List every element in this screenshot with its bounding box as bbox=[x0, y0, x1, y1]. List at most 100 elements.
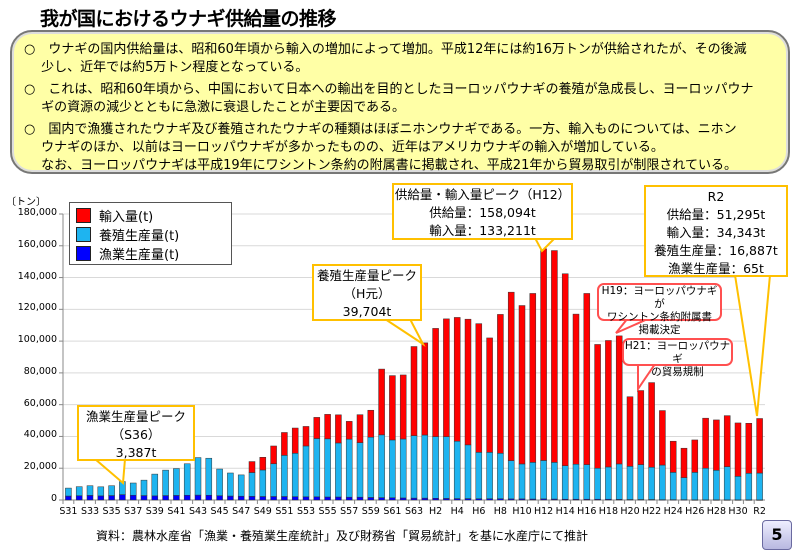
bar-aquaculture bbox=[648, 467, 655, 500]
callout-text: （H元） bbox=[343, 286, 391, 301]
callout-text: 漁業生産量：65t bbox=[668, 261, 764, 276]
bar-imports bbox=[497, 314, 504, 454]
callout-text: （S36） bbox=[111, 427, 161, 442]
page-number: 5 bbox=[762, 520, 792, 550]
bar-aquaculture bbox=[713, 470, 720, 501]
bar-aquaculture bbox=[356, 442, 364, 498]
x-tick-label: R2 bbox=[753, 506, 766, 517]
x-tick-label: S53 bbox=[296, 506, 316, 517]
bar-fishery bbox=[205, 494, 213, 501]
bar-fishery bbox=[313, 496, 321, 501]
bar-aquaculture bbox=[605, 466, 612, 500]
x-tick-label: S51 bbox=[275, 506, 294, 517]
summary-line: なお、ヨーロッパウナギは平成19年にワシントン条約の附属書に掲載され、平成21年… bbox=[24, 158, 737, 173]
bar-aquaculture bbox=[313, 438, 321, 498]
bar-aquaculture bbox=[86, 485, 94, 496]
bar-fishery bbox=[86, 495, 94, 501]
callout-text: 養殖生産量：16,887t bbox=[654, 243, 778, 258]
bar-fishery bbox=[399, 497, 407, 501]
bar-aquaculture bbox=[594, 467, 601, 500]
bar-fishery bbox=[162, 495, 169, 501]
bar-aquaculture bbox=[335, 442, 342, 498]
callout-pointer bbox=[381, 318, 426, 347]
callout-aquaculture-peak: 養殖生産量ピーク （H元） 39,704t bbox=[312, 264, 422, 321]
callout-supply-peak: 供給量・輸入量ピーク（H12） 供給量：158,094t 輸入量：133,211… bbox=[392, 183, 573, 240]
bar-imports bbox=[659, 410, 666, 466]
bar-fishery bbox=[432, 498, 439, 501]
bar-aquaculture bbox=[421, 434, 429, 499]
callout-text: H21：ヨーロッパウナギ bbox=[624, 340, 731, 365]
callout-text: 供給量：51,295t bbox=[666, 207, 766, 222]
bar-fishery bbox=[281, 496, 288, 501]
bar-fishery bbox=[227, 495, 234, 501]
callout-pointer bbox=[92, 458, 127, 486]
bar-aquaculture bbox=[529, 462, 537, 500]
legend-label: 輸入量(t) bbox=[99, 210, 154, 225]
bar-aquaculture bbox=[162, 469, 169, 496]
bar-fishery bbox=[194, 494, 202, 501]
x-tick-label: S61 bbox=[383, 506, 402, 517]
bar-fishery bbox=[248, 496, 256, 501]
bar-aquaculture bbox=[151, 473, 159, 497]
bar-aquaculture bbox=[302, 445, 310, 498]
summary-line: ウナギのほか、以前はヨーロッパウナギが多かったものの、近年はアメリカウナギの輸入… bbox=[24, 140, 664, 155]
bar-fishery bbox=[108, 495, 115, 501]
bar-aquaculture bbox=[443, 436, 450, 499]
bar-imports bbox=[335, 414, 342, 444]
bar-aquaculture bbox=[173, 468, 180, 496]
bar-aquaculture bbox=[399, 438, 407, 499]
bar-fishery bbox=[378, 497, 385, 501]
bar-imports bbox=[561, 273, 569, 466]
bar-imports bbox=[486, 337, 493, 453]
y-tick-label: 0 bbox=[50, 493, 57, 504]
bar-imports bbox=[713, 419, 720, 471]
bar-aquaculture bbox=[734, 476, 742, 501]
x-tick-label: S33 bbox=[80, 506, 100, 517]
bar-imports bbox=[302, 426, 310, 447]
x-tick-label: S43 bbox=[188, 506, 208, 517]
bar-aquaculture bbox=[507, 460, 515, 500]
bar-imports bbox=[756, 418, 763, 474]
bar-aquaculture bbox=[518, 463, 526, 500]
bar-aquaculture bbox=[270, 463, 277, 497]
bar-imports bbox=[691, 439, 699, 473]
callout-text: 39,704t bbox=[342, 304, 392, 319]
bar-imports bbox=[378, 368, 385, 436]
bar-imports bbox=[572, 313, 580, 465]
legend-item-fishery: 漁業生産量(t) bbox=[76, 244, 179, 263]
callout-r2: R2 供給量：51,295t 輸入量：34,343t 養殖生産量：16,887t… bbox=[644, 185, 788, 277]
x-tick-label: S37 bbox=[124, 506, 143, 517]
y-tick-label: 20,000 bbox=[23, 461, 57, 473]
callout-text: 養殖生産量ピーク bbox=[316, 268, 417, 283]
x-tick-label: S45 bbox=[210, 506, 229, 517]
bar-aquaculture bbox=[291, 453, 299, 497]
bar-imports bbox=[421, 342, 429, 436]
legend-item-aquaculture: 養殖生産量(t) bbox=[76, 225, 179, 244]
bar-fishery bbox=[389, 497, 396, 501]
bar-aquaculture bbox=[97, 486, 105, 497]
bar-fishery bbox=[324, 496, 331, 501]
bar-aquaculture bbox=[75, 486, 83, 496]
bar-aquaculture bbox=[237, 474, 245, 497]
bar-aquaculture bbox=[324, 438, 331, 498]
bar-imports bbox=[540, 248, 547, 461]
bar-aquaculture bbox=[259, 469, 267, 497]
summary-line: 少し、近年では約5万トン程度となっている。 bbox=[24, 60, 309, 75]
bar-imports bbox=[367, 409, 375, 438]
bar-aquaculture bbox=[108, 485, 115, 496]
bar-aquaculture bbox=[389, 439, 396, 499]
x-tick-label: S31 bbox=[59, 506, 78, 517]
bar-aquaculture bbox=[453, 440, 461, 499]
bar-fishery bbox=[367, 497, 375, 501]
bar-fishery bbox=[65, 495, 72, 501]
bar-imports bbox=[389, 375, 396, 441]
bar-imports bbox=[594, 344, 601, 469]
bar-aquaculture bbox=[183, 463, 191, 496]
y-axis-unit: 〔トン〕 bbox=[6, 197, 46, 208]
bar-aquaculture bbox=[626, 466, 634, 500]
legend: 輸入量(t) 養殖生産量(t) 漁業生産量(t) bbox=[69, 202, 232, 265]
bar-fishery bbox=[216, 495, 223, 501]
callout-text: 3,387t bbox=[115, 445, 157, 460]
legend-swatch bbox=[76, 208, 91, 223]
callout-text: 掲載決定 bbox=[638, 324, 681, 336]
